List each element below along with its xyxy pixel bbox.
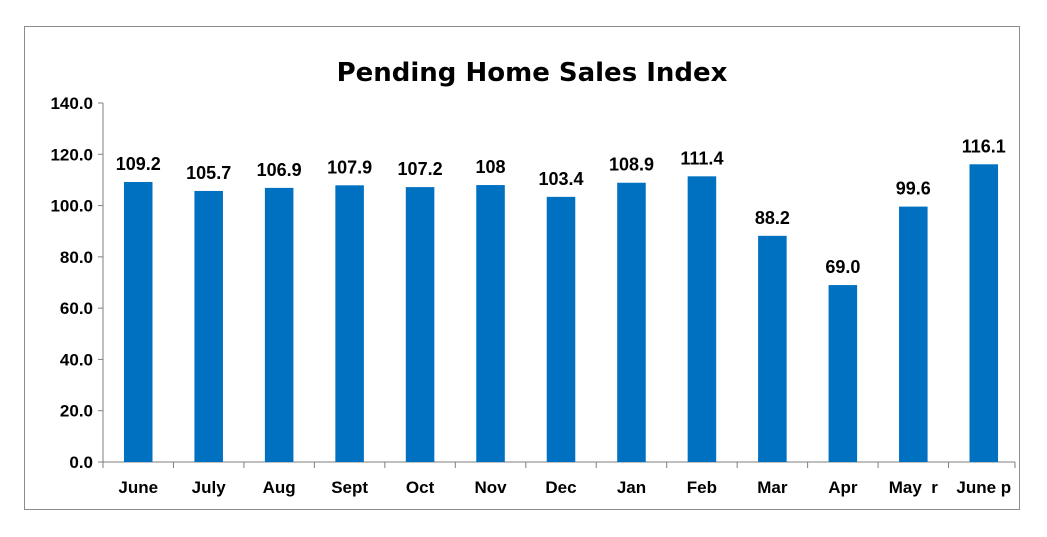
bar — [194, 190, 223, 462]
bar — [264, 187, 294, 462]
x-tick-label: May r — [889, 478, 939, 497]
y-tick-label: 140.0 — [50, 94, 93, 113]
x-tick-label: Feb — [687, 478, 717, 497]
data-label: 105.7 — [186, 163, 231, 183]
data-label: 103.4 — [538, 169, 583, 189]
data-label: 108.9 — [609, 155, 654, 175]
x-tick-label: Sept — [331, 478, 368, 497]
data-label: 107.2 — [398, 159, 443, 179]
bar — [123, 181, 153, 463]
data-labels: 109.2 105.7 106.9 107.9 107.2 108 103.4 108.9 11… — [116, 136, 1006, 277]
chart-title: Pending Home Sales Index — [337, 58, 728, 88]
y-tick-label: 120.0 — [50, 145, 93, 164]
bar — [476, 185, 505, 463]
x-tick-label: Apr — [828, 478, 858, 497]
y-tick-label: 20.0 — [60, 402, 93, 421]
x-tick-label: Mar — [757, 478, 788, 497]
x-tick-label: June p — [956, 478, 1011, 497]
y-tick-label: 40.0 — [60, 350, 93, 369]
bar — [969, 164, 999, 462]
bar — [335, 185, 364, 462]
x-tick-label: Dec — [545, 478, 576, 497]
x-tick-label: June — [118, 478, 158, 497]
x-tick-label: Nov — [474, 478, 507, 497]
x-tick-label: Jan — [617, 478, 646, 497]
data-label: 107.9 — [327, 157, 372, 177]
y-tick-label: 80.0 — [60, 248, 93, 267]
data-label: 111.4 — [680, 148, 723, 168]
bar — [828, 285, 858, 462]
bar — [405, 187, 435, 462]
y-axis: 0.0 20.0 40.0 60.0 80.0 100.0 120.0 140.0 — [50, 94, 104, 472]
x-tick-label: July — [192, 478, 227, 497]
data-label: 88.2 — [755, 208, 790, 228]
bar-chart: Pending Home Sales Index 0.0 20.0 40.0 60.0… — [50, 58, 1016, 497]
data-label: 69.0 — [825, 257, 860, 277]
x-axis: June July Aug Sept Oct Nov Dec Jan Feb Mar Apr May … — [102, 461, 1016, 497]
data-label: 99.6 — [896, 179, 931, 199]
bar — [758, 235, 787, 462]
bars — [123, 164, 999, 463]
bar — [687, 176, 717, 463]
x-tick-label: Oct — [406, 478, 435, 497]
bar — [546, 196, 576, 463]
y-tick-label: 100.0 — [50, 197, 93, 216]
chart-frame: Pending Home Sales Index 0.0 20.0 40.0 60.0… — [24, 26, 1020, 510]
x-tick-label: Aug — [263, 478, 296, 497]
y-tick-label: 0.0 — [69, 453, 93, 472]
bar — [899, 206, 928, 462]
bar — [617, 182, 646, 463]
data-label: 116.1 — [962, 136, 1006, 156]
data-label: 108 — [476, 157, 506, 177]
data-label: 106.9 — [257, 160, 302, 180]
data-label: 109.2 — [116, 154, 161, 174]
y-tick-label: 60.0 — [60, 299, 93, 318]
